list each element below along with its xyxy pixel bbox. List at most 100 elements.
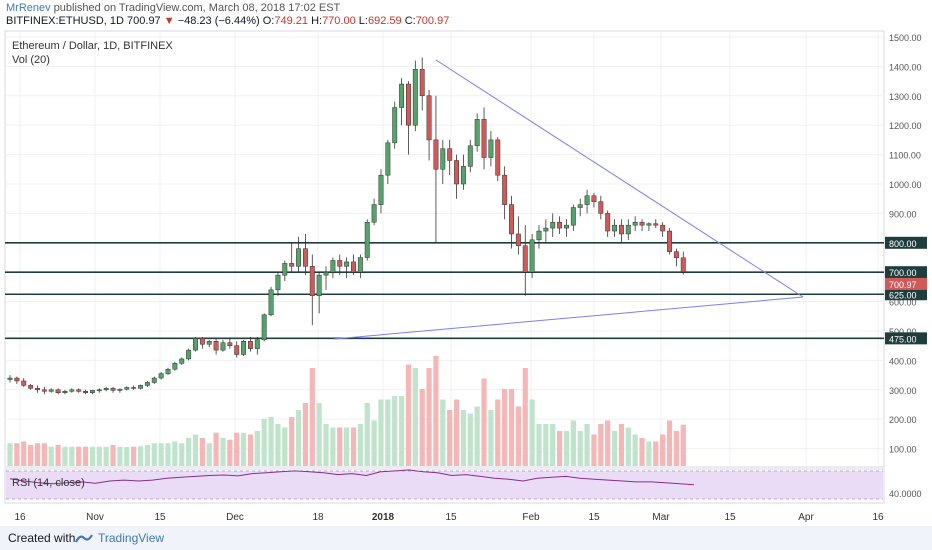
candle-body	[151, 377, 157, 383]
volume-bar	[41, 443, 47, 466]
candle-body	[357, 257, 363, 273]
volume-bar	[522, 368, 528, 466]
time-tick-label: 15	[724, 512, 736, 523]
price-tick-label: 600.00	[889, 298, 917, 308]
candle-body	[584, 195, 590, 205]
low-value: 692.59	[367, 15, 402, 27]
candle-body	[28, 385, 34, 389]
candle-body	[48, 389, 54, 392]
volume-bar	[131, 446, 137, 466]
rsi-line	[9, 469, 695, 486]
volume-bar	[34, 443, 41, 466]
volume-bar	[495, 399, 501, 466]
candle-body	[131, 387, 137, 389]
candle-body	[467, 145, 473, 167]
candle-body	[543, 227, 549, 232]
volume-bar	[673, 431, 679, 466]
volume-bar	[28, 445, 34, 466]
volume-bar	[234, 432, 240, 466]
price-tick-label: 1200.00	[889, 121, 922, 131]
volume-bar	[186, 438, 192, 466]
level-label: 800.00	[889, 239, 917, 249]
time-tick-label: Nov	[86, 512, 104, 523]
time-tick-label: 15	[588, 512, 600, 523]
level-label-box	[885, 288, 927, 301]
candle-body	[117, 388, 123, 391]
volume-bar	[653, 441, 659, 466]
price-tick-label: 900.00	[889, 209, 917, 219]
volume-bar	[137, 446, 144, 466]
volume-bar	[378, 399, 384, 466]
price-tick-label: 1100.00	[889, 151, 921, 161]
candle-body	[337, 260, 343, 267]
candles	[7, 57, 686, 395]
candle-body	[474, 119, 480, 147]
rsi-indicator	[6, 469, 883, 500]
candle-body	[351, 261, 356, 273]
candle-body	[660, 224, 666, 232]
author-link[interactable]: MrRenev	[6, 2, 51, 14]
volume-bar	[124, 447, 130, 466]
volume-bar	[179, 443, 185, 466]
candle-body	[667, 230, 672, 252]
candle-body	[138, 385, 143, 389]
candle-body	[612, 224, 618, 232]
price-tick-label: 500.00	[889, 327, 917, 337]
candle-body	[268, 289, 274, 316]
candle-body	[213, 341, 219, 351]
volume-bar	[316, 403, 322, 466]
volume-bar	[550, 424, 556, 466]
volume-bar	[639, 438, 645, 466]
main-pane-frame	[4, 30, 885, 468]
candle-body	[261, 314, 267, 341]
price-change: −48.23 (−6.44%)	[177, 15, 260, 27]
candle-body	[241, 341, 247, 355]
descending-trendline	[435, 59, 804, 298]
last-price-label: 700.97	[889, 280, 917, 290]
volume-bar	[474, 406, 480, 466]
time-tick-label: Mar	[652, 512, 670, 523]
volume-bar	[611, 431, 618, 466]
candle-body	[550, 221, 556, 229]
volume-bar	[21, 441, 27, 466]
volume-bar	[206, 443, 212, 466]
trendlines[interactable]	[333, 59, 804, 340]
volume-bar	[405, 364, 412, 466]
candle-body	[206, 341, 212, 345]
candle-body	[35, 388, 40, 391]
candle-body	[371, 204, 377, 223]
volume-bar	[144, 445, 150, 466]
volume-bar	[447, 410, 453, 466]
symbol-line: BITFINEX:ETHUSD, 1D 700.97 ▼ −48.23 (−6.…	[6, 15, 449, 27]
level-label: 475.00	[889, 334, 917, 344]
candle-body	[144, 382, 150, 386]
volume-bar	[502, 389, 508, 466]
candle-body	[7, 377, 13, 380]
volume-bar	[433, 356, 439, 466]
candle-body	[289, 263, 295, 267]
volume-bar	[82, 446, 89, 466]
volume-bar	[151, 443, 157, 466]
close-label: C:	[404, 15, 416, 27]
candle-body	[330, 260, 336, 273]
candle-body	[234, 345, 240, 355]
volume-bar	[337, 427, 343, 466]
horizontal-levels	[5, 242, 884, 340]
time-axis[interactable]: 16 Nov 15 Dec 18 2018 15 Feb 15 Mar 15 Apr 16	[14, 512, 884, 523]
candle-body	[632, 221, 638, 226]
volume-bar	[89, 446, 96, 466]
volume-bar	[350, 427, 357, 466]
tradingview-logo-icon	[75, 534, 93, 543]
level-label-box	[885, 236, 927, 249]
volume-bar	[158, 443, 164, 466]
price-tick-label: 300.00	[889, 386, 917, 396]
candle-body	[323, 271, 329, 276]
tradingview-brand-link[interactable]: TradingView	[98, 531, 165, 545]
volume-title: Vol (20)	[12, 54, 50, 66]
volume-bar	[323, 424, 329, 466]
price-axis[interactable]: 1500.00 1400.00 1300.00 1200.00 1100.00 1000.…	[885, 33, 927, 499]
volume-bar	[330, 427, 336, 466]
candle-body	[110, 388, 116, 391]
volume-bar	[598, 424, 604, 466]
